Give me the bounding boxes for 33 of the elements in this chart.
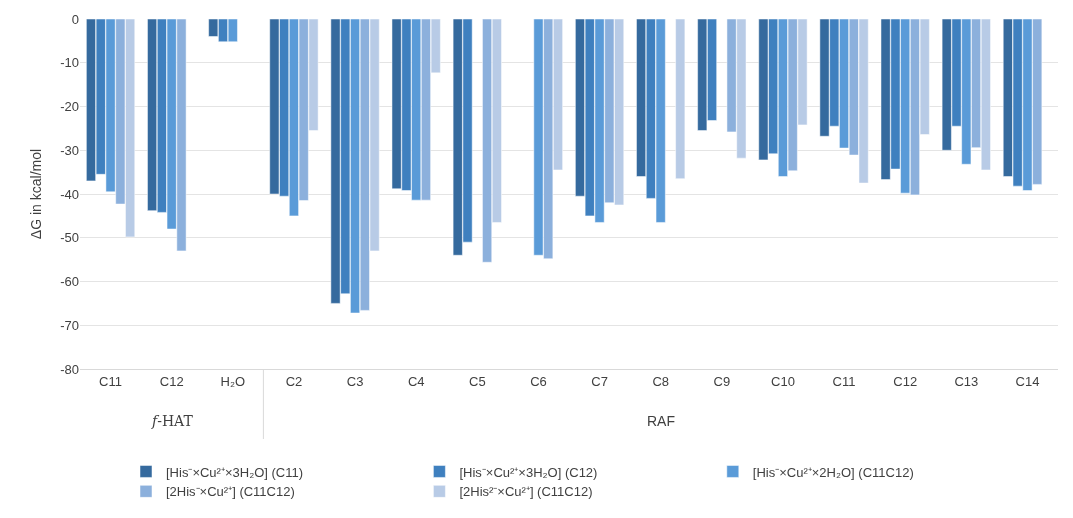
y-tick-label: -30 bbox=[60, 142, 79, 158]
x-tick-label: H₂O bbox=[220, 373, 246, 389]
y-tick-label: -80 bbox=[60, 361, 79, 377]
y-tick-label: -20 bbox=[60, 99, 79, 115]
x-tick-label: C10 bbox=[771, 373, 795, 389]
x-tick-label: C4 bbox=[407, 373, 425, 389]
x-tick-label: C9 bbox=[713, 373, 731, 389]
x-tick-label: C6 bbox=[530, 373, 547, 389]
x-tick-label: C14 bbox=[1015, 373, 1040, 389]
text: RAF bbox=[647, 413, 675, 429]
legend-label: [2His²⁻×Cu²⁺] (C11C12) bbox=[459, 484, 593, 500]
y-tick-label: -10 bbox=[60, 55, 79, 71]
legend-label: [2His⁻×Cu²⁺] (C11C12) bbox=[166, 484, 295, 500]
x-tick-label: C12 bbox=[159, 373, 184, 389]
y-tick-label: -50 bbox=[60, 230, 79, 246]
x-tick-label: C5 bbox=[469, 373, 486, 389]
x-tick-label: C13 bbox=[954, 373, 979, 389]
y-tick-label: -70 bbox=[60, 317, 79, 333]
legend-label: [His⁻×Cu²⁺×3H₂O] (C12) bbox=[459, 464, 598, 480]
y-axis-title: ΔG in kcal/mol bbox=[27, 148, 44, 240]
x-tick-label: C12 bbox=[893, 373, 918, 389]
x-tick-label: C3 bbox=[346, 373, 364, 389]
y-tick-label: -60 bbox=[60, 274, 79, 290]
y-tick-label: -40 bbox=[60, 186, 79, 202]
x-tick-label: C7 bbox=[591, 373, 608, 389]
x-tick-label: C2 bbox=[285, 373, 303, 389]
text: 𝑓-HAT bbox=[151, 413, 194, 429]
legend-label: [His⁻×Cu²⁺×3H₂O] (C11) bbox=[166, 464, 304, 480]
x-tick-label: C11 bbox=[832, 373, 856, 389]
x-tick-label: C11 bbox=[99, 373, 123, 389]
legend-label: [His⁻×Cu²⁺×2H₂O] (C11C12) bbox=[752, 464, 914, 480]
x-tick-label: C8 bbox=[652, 373, 669, 389]
y-tick-label: 0 bbox=[71, 11, 79, 27]
